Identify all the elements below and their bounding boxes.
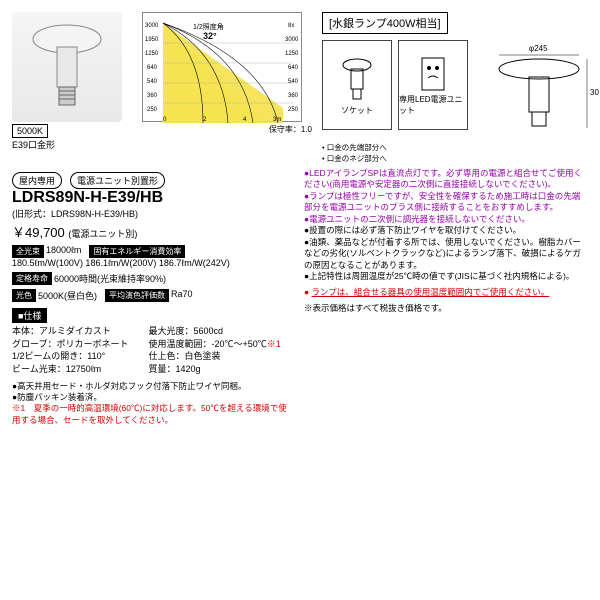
svg-text:540: 540 [288, 79, 299, 85]
svg-text:640: 640 [147, 65, 158, 71]
svg-text:300: 300 [590, 88, 599, 97]
svg-text:250: 250 [147, 107, 158, 113]
model-code: LDRS89N-H-E39/HB [12, 189, 292, 207]
spec-table: 本体：アルミダイカスト グローブ：ポリカーボネート 1/2ビームの開き：110°… [12, 325, 292, 375]
wiring-notes: • 口金の先端部分へ • 口金のネジ部分へ [322, 142, 600, 164]
svg-text:640: 640 [288, 65, 299, 71]
light-distribution-graph: 3000 1950 1250 640 540 360 250 8x 3000 1… [142, 12, 312, 164]
svg-text:1/2照度角: 1/2照度角 [193, 22, 224, 31]
price: ￥49,700 (電源ユニット別) [12, 222, 292, 241]
color-temp-badge: 5000K [12, 124, 48, 138]
indoor-pill: 屋内専用 [12, 172, 62, 189]
socket-diagram: ソケット [322, 40, 392, 130]
footer-note: ※表示価格はすべて税抜き価格です。 [304, 302, 588, 314]
svg-text:3000: 3000 [285, 37, 299, 43]
product-image-area: 5000K E39口金形 [12, 12, 132, 164]
svg-text:8x: 8x [288, 23, 294, 29]
svg-text:1250: 1250 [145, 51, 159, 57]
svg-text:1250: 1250 [285, 51, 299, 57]
caution-bullets: LEDアイランプSPは直流点灯です。必ず専用の電源と組合せてご使用ください(商用… [304, 168, 588, 298]
bulb-illustration [27, 17, 107, 117]
spec-section-label: ■仕様 [12, 308, 47, 323]
right-header-area: [水銀ランプ400W相当] ソケット 専用LED電源ユニット [322, 12, 600, 164]
svg-text:540: 540 [147, 79, 158, 85]
svg-text:1950: 1950 [145, 37, 159, 43]
equivalent-lamp-header: [水銀ランプ400W相当] [322, 12, 448, 34]
base-type: E39口金形 [12, 140, 55, 150]
svg-text:32°: 32° [203, 31, 217, 41]
svg-text:3m: 3m [273, 117, 281, 123]
svg-text:φ245: φ245 [529, 44, 548, 53]
psu-pill: 電源ユニット別置形 [70, 172, 165, 189]
old-model: (旧形式：LDRS98N-H-E39/HB) [12, 207, 292, 220]
svg-text:3000: 3000 [145, 23, 159, 29]
efficiency-values: 180.5ℓm/W(100V) 186.1ℓm/W(200V) 186.7ℓm/… [12, 258, 292, 268]
left-notes: ●高天井用セード・ホルダ対応フック付落下防止ワイヤ同梱。 ●防塵パッキン装着済。… [12, 381, 292, 425]
svg-text:360: 360 [288, 93, 299, 99]
psu-diagram: 専用LED電源ユニット [398, 40, 468, 130]
graph-maintenance: 保守率：1.0 [142, 124, 312, 135]
product-image [12, 12, 122, 122]
svg-text:360: 360 [147, 93, 158, 99]
svg-text:250: 250 [288, 107, 299, 113]
dimension-diagram: φ245 300 [474, 40, 600, 140]
